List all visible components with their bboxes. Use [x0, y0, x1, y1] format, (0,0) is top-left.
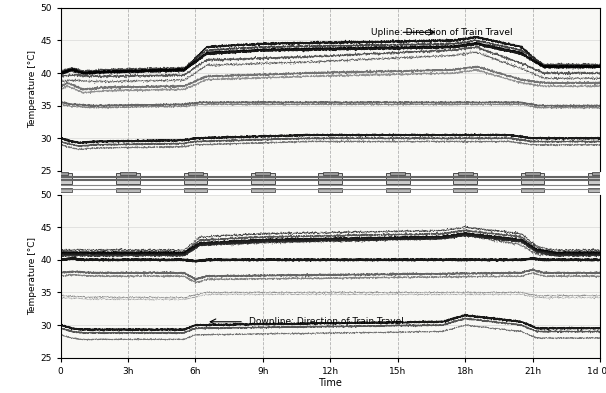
Bar — [390, 172, 405, 175]
Bar — [525, 172, 540, 175]
Bar — [184, 173, 207, 184]
Bar — [48, 188, 73, 192]
Bar — [588, 173, 606, 184]
Bar — [458, 172, 473, 175]
Bar — [121, 172, 136, 175]
Bar — [386, 173, 410, 184]
Bar — [188, 172, 203, 175]
Bar — [255, 172, 270, 175]
Bar — [184, 188, 207, 192]
Bar — [48, 173, 73, 184]
Bar — [323, 172, 338, 175]
Bar — [318, 173, 342, 184]
Bar — [521, 188, 544, 192]
Bar — [251, 173, 275, 184]
Bar — [453, 173, 477, 184]
X-axis label: Time: Time — [318, 378, 342, 388]
Bar — [116, 173, 140, 184]
Text: Downline: Direction of Train Travel: Downline: Direction of Train Travel — [249, 317, 404, 326]
Y-axis label: Temperature [°C]: Temperature [°C] — [28, 237, 38, 315]
Bar — [453, 188, 477, 192]
Bar — [521, 173, 544, 184]
Bar — [386, 188, 410, 192]
Bar — [251, 188, 275, 192]
Text: Upline: Direction of Train Travel: Upline: Direction of Train Travel — [371, 28, 512, 37]
Y-axis label: Temperature [°C]: Temperature [°C] — [28, 50, 38, 129]
Bar — [588, 188, 606, 192]
Bar — [318, 188, 342, 192]
Bar — [593, 172, 606, 175]
Bar — [116, 188, 140, 192]
Bar — [53, 172, 68, 175]
